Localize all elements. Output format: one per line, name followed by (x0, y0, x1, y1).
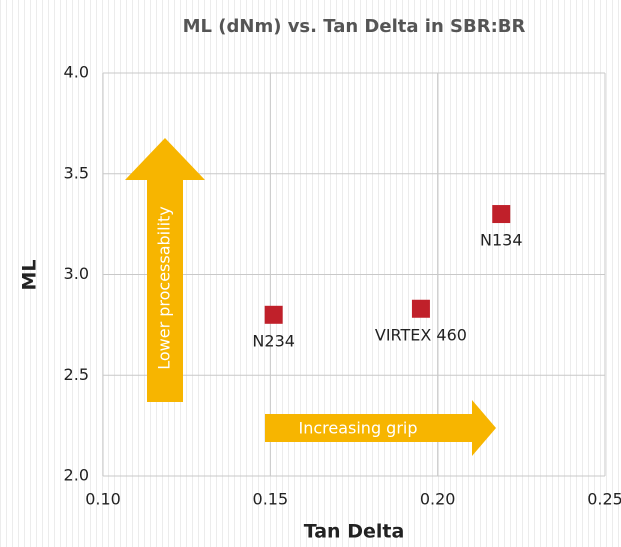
x-tick-label: 0.25 (587, 490, 621, 509)
y-tick-label: 4.0 (64, 63, 89, 82)
up-arrow (125, 138, 205, 402)
point-label: N234 (252, 331, 295, 350)
y-tick-label: 2.0 (64, 466, 89, 485)
point (492, 205, 511, 224)
annotation: Lower processability (155, 206, 174, 370)
annotation: Increasing grip (298, 419, 417, 438)
point-label: N134 (480, 231, 523, 250)
marks: N234 VIRTEX 460 N134 (252, 205, 523, 350)
y-tick-label: 2.5 (64, 365, 89, 384)
right-arrow (265, 400, 496, 456)
grid: 2.0 2.5 3.0 3.5 4.0 0.10 0.15 0.20 0.25 (64, 63, 621, 509)
y-axis-title: ML (19, 259, 41, 290)
chart-title: ML (dNm) vs. Tan Delta in SBR:BR (183, 16, 526, 37)
y-tick-label: 3.5 (64, 163, 89, 182)
x-axis-title: Tan Delta (304, 521, 405, 543)
point (264, 305, 283, 324)
x-tick-label: 0.10 (85, 490, 121, 509)
point (411, 299, 430, 318)
x-tick-label: 0.15 (253, 490, 289, 509)
point-label: VIRTEX 460 (375, 325, 467, 344)
y-tick-label: 3.0 (64, 264, 89, 283)
x-tick-label: 0.20 (420, 490, 456, 509)
